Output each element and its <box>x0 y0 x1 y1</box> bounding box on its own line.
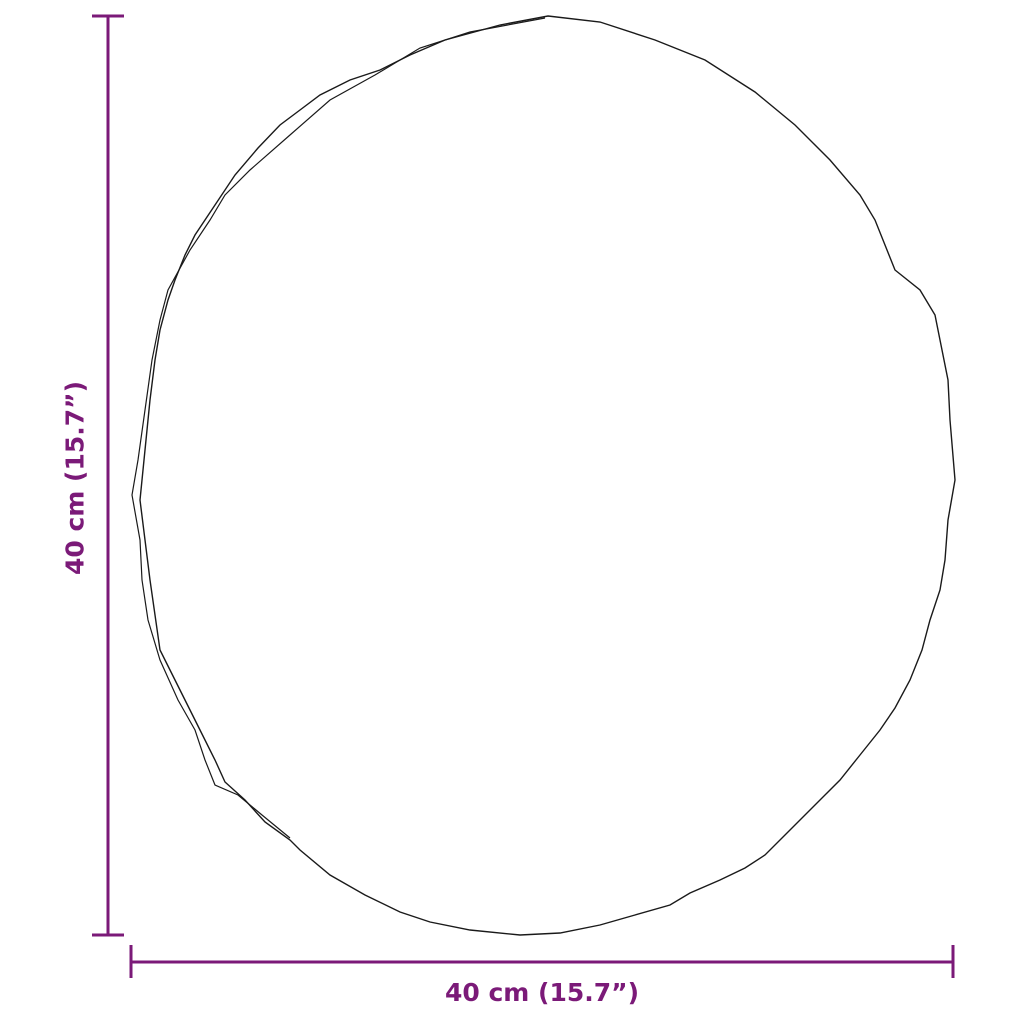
height-label: 40 cm (15.7”) <box>60 380 90 576</box>
mirror-edge-left <box>131 17 546 839</box>
mirror-outline <box>139 15 956 936</box>
width-dimension-line <box>129 945 955 978</box>
height-dimension-line <box>92 14 124 937</box>
width-label: 40 cm (15.7”) <box>444 978 640 1007</box>
